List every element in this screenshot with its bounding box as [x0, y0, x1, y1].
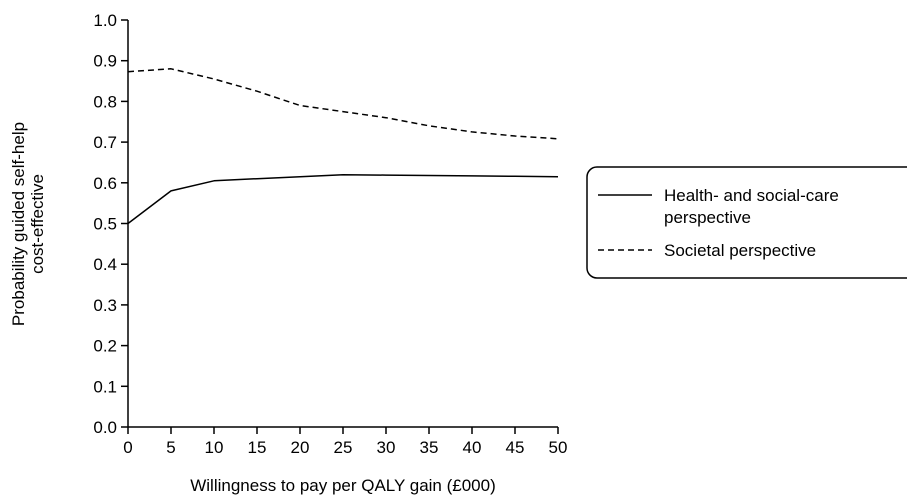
y-axis-title-line: Probability guided self-help [9, 122, 28, 326]
x-tick-label: 35 [420, 438, 439, 457]
y-tick-label: 0.6 [93, 174, 117, 193]
series-layer [127, 68, 559, 225]
legend-label-0: perspective [664, 208, 751, 227]
legend: Health- and social-care perspective Societ… [586, 166, 907, 279]
x-tick-label: 45 [506, 438, 525, 457]
x-tick-label: 0 [123, 438, 132, 457]
y-tick-label: 0.9 [93, 52, 117, 71]
x-tick-label: 10 [205, 438, 224, 457]
series-line-0 [127, 173, 559, 225]
x-axis-title: Willingness to pay per QALY gain (£000) [190, 476, 496, 495]
x-tick-label: 20 [291, 438, 310, 457]
y-tick-label: 0.5 [93, 215, 117, 234]
legend-label-1: Societal perspective [664, 241, 816, 260]
y-axis-title-line: cost-effective [28, 174, 47, 274]
y-tick-label: 0.0 [93, 418, 117, 437]
y-tick-label: 0.8 [93, 92, 117, 111]
y-axis-title: Probability guided self-helpcost-effecti… [9, 122, 47, 326]
y-tick-label: 1.0 [93, 11, 117, 30]
axes: 0.0 0.1 0.2 0.3 0.4 0.5 0.6 0.7 0.8 0.9 1.0 0 5 10 15 2… [9, 11, 567, 495]
legend-label-0: Health- and social-care [664, 186, 839, 205]
y-tick-label: 0.4 [93, 255, 117, 274]
y-tick-label: 0.1 [93, 377, 117, 396]
x-tick-label: 25 [334, 438, 353, 457]
series-line-1 [127, 68, 559, 140]
x-tick-label: 40 [463, 438, 482, 457]
x-tick-label: 15 [248, 438, 267, 457]
legend-box [586, 166, 907, 279]
y-tick-label: 0.3 [93, 296, 117, 315]
x-tick-label: 30 [377, 438, 396, 457]
y-tick-label: 0.7 [93, 133, 117, 152]
y-tick-label: 0.2 [93, 337, 117, 356]
x-tick-label: 5 [166, 438, 175, 457]
x-tick-label: 50 [549, 438, 568, 457]
